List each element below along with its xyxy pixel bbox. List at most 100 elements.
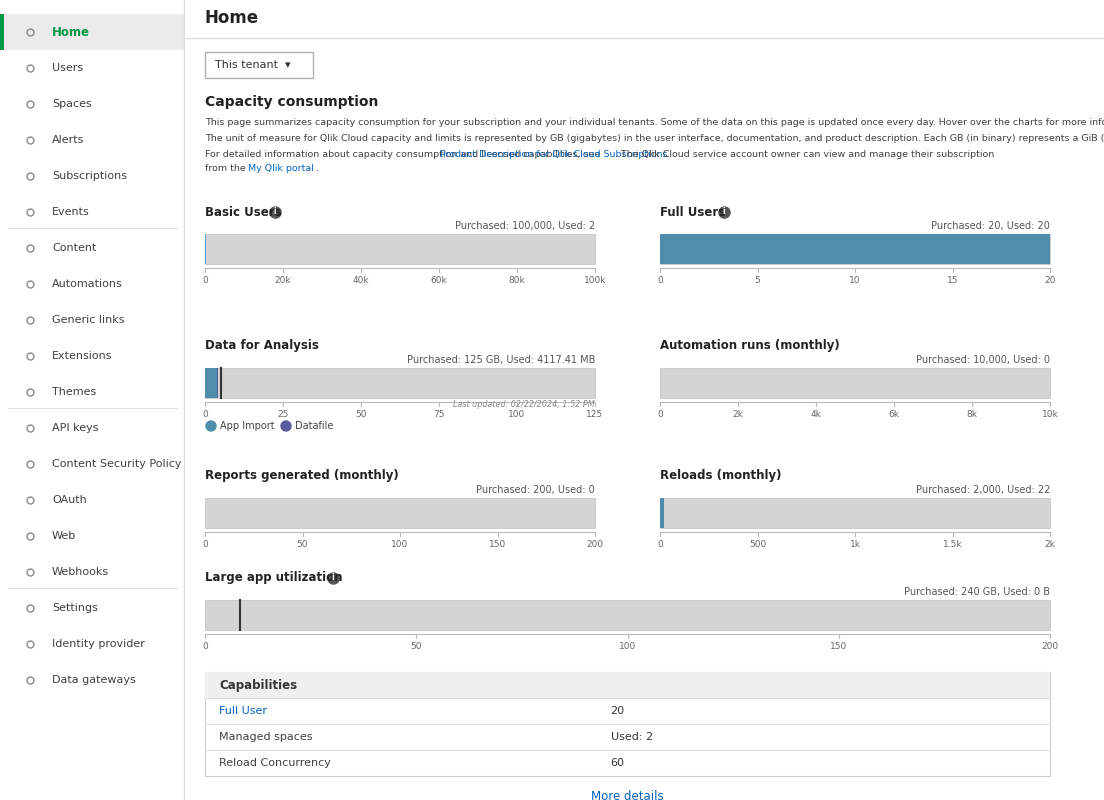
Text: 4k: 4k: [810, 410, 821, 419]
Text: For detailed information about capacity consumption and licensed capabilities, s: For detailed information about capacity …: [205, 150, 603, 159]
Text: 0: 0: [657, 410, 662, 419]
Text: 100k: 100k: [584, 276, 606, 285]
Text: Settings: Settings: [52, 603, 98, 613]
Text: Purchased: 2,000, Used: 22: Purchased: 2,000, Used: 22: [915, 485, 1050, 495]
Text: i: i: [723, 207, 725, 217]
Text: Purchased: 200, Used: 0: Purchased: 200, Used: 0: [476, 485, 595, 495]
Text: 60: 60: [611, 758, 625, 768]
Text: i: i: [331, 574, 335, 582]
Text: Extensions: Extensions: [52, 351, 113, 361]
Text: 2k: 2k: [733, 410, 743, 419]
Text: Product Description for Qlik Cloud Subscriptions: Product Description for Qlik Cloud Subsc…: [440, 150, 668, 159]
Text: 5: 5: [755, 276, 761, 285]
Bar: [0, 14, 4, 50]
Text: Content: Content: [52, 243, 96, 253]
Text: Content Security Policy: Content Security Policy: [52, 459, 181, 469]
Text: Purchased: 100,000, Used: 2: Purchased: 100,000, Used: 2: [455, 221, 595, 231]
Bar: [660, 498, 1050, 528]
Text: .: .: [316, 164, 319, 173]
Bar: [660, 498, 665, 528]
Text: 20: 20: [611, 706, 625, 716]
Bar: [205, 234, 595, 264]
Bar: [205, 672, 1050, 776]
Text: Full Users: Full Users: [660, 206, 725, 218]
Text: The unit of measure for Qlik Cloud capacity and limits is represented by GB (gig: The unit of measure for Qlik Cloud capac…: [205, 134, 1104, 143]
Text: 0: 0: [202, 410, 208, 419]
Text: 60k: 60k: [431, 276, 447, 285]
Text: API keys: API keys: [52, 423, 98, 433]
Text: 25: 25: [277, 410, 288, 419]
Text: Large app utilization: Large app utilization: [205, 571, 342, 585]
Text: 50: 50: [411, 642, 422, 651]
Bar: [205, 600, 1050, 630]
Text: from the: from the: [205, 164, 248, 173]
Text: 10: 10: [849, 276, 861, 285]
Text: 0: 0: [202, 276, 208, 285]
Text: Webhooks: Webhooks: [52, 567, 109, 577]
Bar: [205, 498, 595, 528]
Text: 125: 125: [586, 410, 604, 419]
Bar: [205, 672, 1050, 698]
Text: Capacity consumption: Capacity consumption: [205, 95, 379, 109]
Text: 0: 0: [202, 540, 208, 549]
Text: . The Qlik Cloud service account owner can view and manage their subscription: . The Qlik Cloud service account owner c…: [615, 150, 995, 159]
Text: OAuth: OAuth: [52, 495, 87, 505]
Text: Full User: Full User: [219, 706, 267, 716]
Text: 0: 0: [202, 642, 208, 651]
Text: 150: 150: [830, 642, 848, 651]
Bar: [205, 368, 217, 398]
Text: Purchased: 240 GB, Used: 0 B: Purchased: 240 GB, Used: 0 B: [904, 587, 1050, 597]
Text: Spaces: Spaces: [52, 99, 92, 109]
Text: 1k: 1k: [849, 540, 860, 549]
Text: Reports generated (monthly): Reports generated (monthly): [205, 470, 399, 482]
Text: 0: 0: [657, 540, 662, 549]
Text: Purchased: 125 GB, Used: 4117.41 MB: Purchased: 125 GB, Used: 4117.41 MB: [406, 355, 595, 365]
Text: Users: Users: [52, 63, 83, 73]
Text: Automations: Automations: [52, 279, 123, 289]
Text: Purchased: 10,000, Used: 0: Purchased: 10,000, Used: 0: [916, 355, 1050, 365]
Text: 8k: 8k: [966, 410, 977, 419]
Text: 6k: 6k: [889, 410, 900, 419]
Text: Alerts: Alerts: [52, 135, 84, 145]
Text: Datafile: Datafile: [295, 421, 333, 431]
Text: 150: 150: [489, 540, 506, 549]
Text: Themes: Themes: [52, 387, 96, 397]
Text: 50: 50: [297, 540, 308, 549]
Text: This page summarizes capacity consumption for your subscription and your individ: This page summarizes capacity consumptio…: [205, 118, 1104, 127]
Text: Managed spaces: Managed spaces: [219, 732, 312, 742]
FancyBboxPatch shape: [205, 52, 314, 78]
Text: 20: 20: [1044, 276, 1055, 285]
Text: Reload Concurrency: Reload Concurrency: [219, 758, 331, 768]
Text: i: i: [274, 207, 276, 217]
Text: 40k: 40k: [352, 276, 370, 285]
Text: 15: 15: [947, 276, 958, 285]
Text: Data for Analysis: Data for Analysis: [205, 339, 319, 353]
Text: Identity provider: Identity provider: [52, 639, 145, 649]
Text: Data gateways: Data gateways: [52, 675, 136, 685]
Text: App Import: App Import: [220, 421, 275, 431]
Text: Home: Home: [205, 9, 259, 27]
Bar: [660, 368, 1050, 398]
Text: Home: Home: [52, 26, 91, 38]
Text: Reloads (monthly): Reloads (monthly): [660, 470, 782, 482]
Text: Web: Web: [52, 531, 76, 541]
Text: This tenant  ▾: This tenant ▾: [215, 60, 290, 70]
Text: Capabilities: Capabilities: [219, 678, 297, 691]
Circle shape: [206, 421, 216, 431]
Text: 200: 200: [1041, 642, 1059, 651]
Text: My Qlik portal: My Qlik portal: [248, 164, 314, 173]
Text: 500: 500: [749, 540, 766, 549]
Text: 1.5k: 1.5k: [943, 540, 963, 549]
Circle shape: [282, 421, 291, 431]
Text: More details: More details: [591, 790, 664, 800]
Text: 50: 50: [355, 410, 367, 419]
Text: 100: 100: [508, 410, 526, 419]
Text: Basic Users: Basic Users: [205, 206, 282, 218]
Text: 75: 75: [433, 410, 445, 419]
Bar: [660, 234, 1050, 264]
Bar: [205, 368, 595, 398]
Text: Subscriptions: Subscriptions: [52, 171, 127, 181]
Bar: [0, 14, 184, 50]
Text: Purchased: 20, Used: 20: Purchased: 20, Used: 20: [931, 221, 1050, 231]
Text: 0: 0: [657, 276, 662, 285]
